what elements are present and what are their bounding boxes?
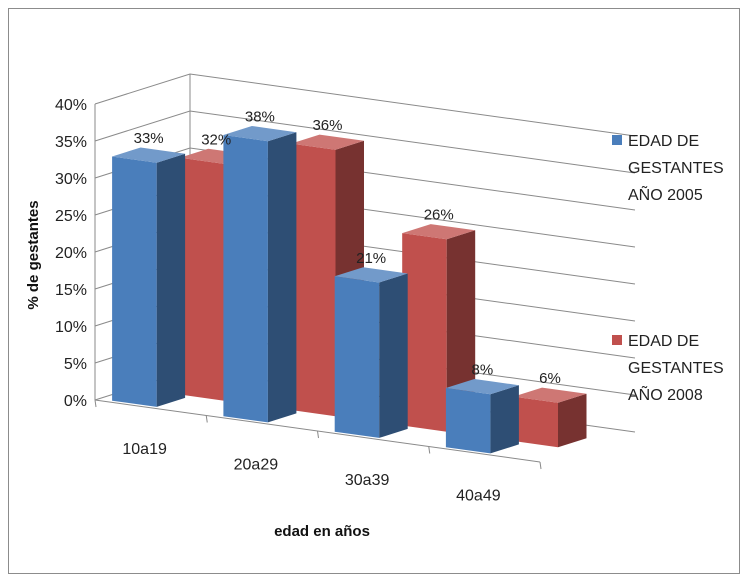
bar-top-face [112,147,186,163]
data-label: 32% [201,131,231,148]
legend-item-2005: EDAD DE GESTANTES AÑO 2005 [612,133,724,204]
data-label: 33% [134,130,164,147]
y-tick-label: 15% [55,282,87,299]
gridline [94,73,636,137]
bar-front-face [179,157,225,401]
bar-top-face [445,379,519,395]
bar-top-face [513,387,587,403]
legend-text: EDAD DE [628,133,699,150]
data-label: 6% [539,370,561,387]
data-labels: 32% 36% 26% 6% 33% 38% 21% 8% [134,109,561,388]
y-tick-label: 40% [55,97,87,114]
bar-front-face [445,388,491,454]
legend-item-2008: EDAD DE GESTANTES AÑO 2008 [612,333,724,404]
bar-side-face [379,273,408,438]
bar-front-face [223,135,268,423]
x-tick-mark [94,399,97,408]
bar-side-face [490,385,519,454]
y-tick-label: 20% [55,245,87,262]
bar-2005-40a49 [445,379,519,454]
legend-text: AÑO 2008 [628,384,703,404]
y-tick-label: 5% [64,356,87,373]
data-label: 38% [245,109,275,126]
data-label: 8% [472,362,494,379]
bar-top-face [402,224,476,240]
x-axis-title: edad en años [274,523,370,540]
bar-front-face [112,156,157,407]
y-axis-title: % de gestantes [25,200,42,309]
data-label: 36% [312,117,342,134]
bar-2008-40a49 [513,387,587,448]
x-tick-mark [205,415,208,423]
x-tick-mark [317,430,319,439]
bar-front-face [513,396,558,448]
bar-side-face [558,393,587,448]
legend-text: GESTANTES [628,360,724,377]
x-tick-label: 10a19 [122,441,167,458]
legend: EDAD DE GESTANTES AÑO 2005 EDAD DE GESTANTES… [612,133,724,404]
x-tick-label: 20a29 [234,456,279,473]
legend-swatch [612,335,622,345]
x-tick-mark [428,446,431,454]
data-label: 21% [356,250,386,267]
y-tick-label: 0% [64,393,87,410]
bar-side-face [156,153,186,407]
bar-top-face [223,126,297,142]
y-tick-label: 25% [55,208,87,225]
x-tick-mark [539,461,542,470]
bar-2005-30a39 [334,267,408,438]
x-tick-label: 30a39 [345,472,390,489]
bar-2005-10a19 [112,147,186,407]
y-tick-label: 10% [55,319,87,336]
y-tick-label: 30% [55,171,87,188]
y-tick-label: 35% [55,134,87,151]
bar-top-face [291,134,364,150]
bar-top-face [334,267,408,283]
data-label: 26% [424,207,454,224]
legend-text: EDAD DE [628,333,699,350]
bar-front-face [334,276,380,438]
legend-swatch [612,135,622,145]
bar-2005-20a29 [223,126,297,423]
x-tick-label: 40a49 [456,487,501,504]
bar-front-face [291,143,336,417]
legend-text: AÑO 2005 [628,184,703,204]
bar-front-face [402,233,447,432]
bar-side-face [267,132,297,423]
legend-text: GESTANTES [628,160,724,177]
axes: 0% 5% 10% 15% 20% 25% 30% 35% 40% 10a19 20a29 30a39… [55,74,542,504]
bars [112,126,587,454]
